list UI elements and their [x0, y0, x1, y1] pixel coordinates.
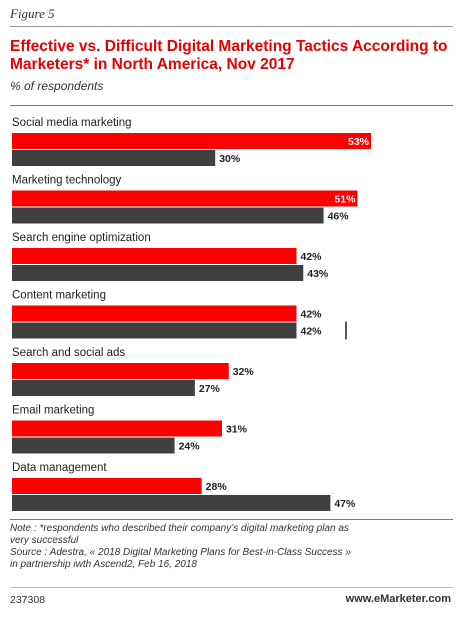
data-label: 31%: [226, 424, 248, 436]
figure-label: Figure 5: [10, 6, 55, 21]
bar-effective: [12, 190, 358, 207]
category-label: Search and social ads: [12, 347, 125, 359]
source-line: Source : Adestra, « 2018 Digital Marketi…: [10, 547, 351, 558]
data-label: 47%: [334, 498, 356, 510]
footer-divider: [10, 587, 453, 588]
data-label: 53%: [348, 136, 370, 148]
category-label: Data management: [12, 462, 107, 474]
bar-effective: [12, 133, 371, 149]
data-label: 43%: [307, 268, 329, 280]
bar-effective: [12, 420, 222, 437]
chart-bottom-divider: [10, 519, 453, 520]
chart-note: Note : *respondents who described their …: [10, 523, 455, 571]
bar-effective: [12, 478, 202, 494]
data-label: 30%: [219, 153, 241, 165]
bar-difficult: [12, 150, 216, 166]
category-label: Email marketing: [12, 405, 94, 417]
bar-difficult: [12, 495, 331, 511]
data-label: 42%: [300, 251, 322, 263]
chart-title: Effective vs. Difficult Digital Marketin…: [10, 38, 448, 73]
chart-id: 237308: [10, 594, 46, 606]
chart-top-divider: [10, 105, 453, 106]
category-label: Social media marketing: [12, 117, 132, 129]
data-label: 46%: [328, 211, 350, 223]
note-line: very successful: [10, 535, 79, 546]
top-divider: [10, 26, 453, 27]
data-label: 42%: [300, 309, 322, 321]
data-label: 28%: [206, 481, 228, 493]
category-label: Search engine optimization: [12, 232, 151, 244]
data-label: 51%: [334, 194, 356, 206]
bar-difficult: [12, 380, 195, 396]
bar-effective: [12, 363, 229, 379]
bar-chart: Social media marketing 53% 30% Marketing te…: [12, 117, 371, 511]
bar-difficult: [12, 265, 304, 281]
chart-subtitle: % of respondents: [10, 79, 104, 93]
category-label: Content marketing: [12, 290, 106, 302]
bar-effective: [12, 248, 297, 264]
source-line: in partnership iwth Ascend2, Feb 16, 201…: [10, 559, 197, 570]
data-label: 27%: [199, 383, 221, 395]
note-line: Note : *respondents who described their …: [10, 523, 349, 534]
bar-difficult: [12, 322, 297, 339]
data-label: 42%: [300, 326, 322, 338]
bar-difficult: [12, 437, 175, 454]
category-label: Marketing technology: [12, 175, 122, 187]
bar-effective: [12, 305, 297, 322]
data-label: 24%: [179, 441, 201, 453]
brand-link[interactable]: www.eMarketer.com: [345, 593, 451, 605]
data-label: 32%: [233, 366, 255, 378]
bar-difficult: [12, 207, 324, 224]
